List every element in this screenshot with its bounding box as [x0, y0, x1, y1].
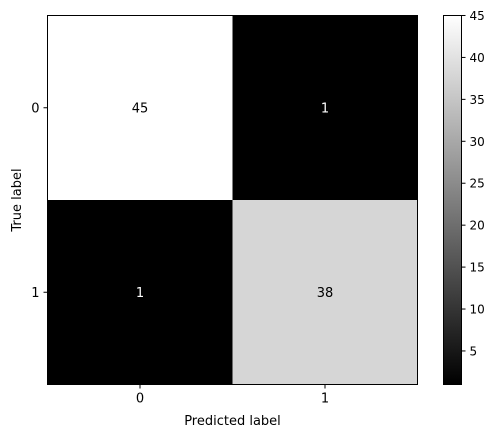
plot-frame — [47, 15, 418, 385]
y-tick-label: 1 — [31, 286, 39, 301]
cell-value-label: 38 — [317, 286, 334, 301]
colorbar-tick-label: 25 — [470, 177, 485, 191]
colorbar-ticks: 5 10 15 20 25 30 35 40 45 — [461, 9, 485, 358]
colorbar — [443, 15, 462, 385]
colorbar-tick-label: 5 — [470, 344, 478, 358]
x-tick-label: 0 — [136, 392, 144, 407]
colorbar-tick-label: 20 — [470, 219, 485, 233]
x-tick-label: 1 — [321, 392, 329, 407]
y-tick-label: 0 — [31, 101, 39, 116]
colorbar-tick-label: 35 — [470, 93, 485, 107]
cell-value-labels: 45 1 1 38 — [132, 101, 334, 301]
heatmap-cell — [47, 15, 233, 200]
heatmap-cell — [232, 200, 418, 385]
y-axis-label: True label — [10, 168, 25, 232]
colorbar-tick-label: 45 — [470, 9, 485, 23]
colorbar-frame — [443, 15, 462, 385]
y-axis-ticks: 01 — [31, 101, 48, 301]
x-axis-label: Predicted label — [184, 414, 281, 429]
cell-value-label: 1 — [321, 101, 329, 116]
heatmap-cell — [232, 15, 418, 200]
cell-value-label: 1 — [136, 286, 144, 301]
colorbar-tick-label: 30 — [470, 135, 485, 149]
heatmap-cell — [47, 200, 233, 385]
cell-value-label: 45 — [132, 101, 149, 116]
colorbar-tick-label: 10 — [470, 303, 485, 317]
heatmap-cells — [47, 15, 418, 385]
colorbar-tick-label: 40 — [470, 51, 485, 65]
colorbar-tick-label: 15 — [470, 261, 485, 275]
